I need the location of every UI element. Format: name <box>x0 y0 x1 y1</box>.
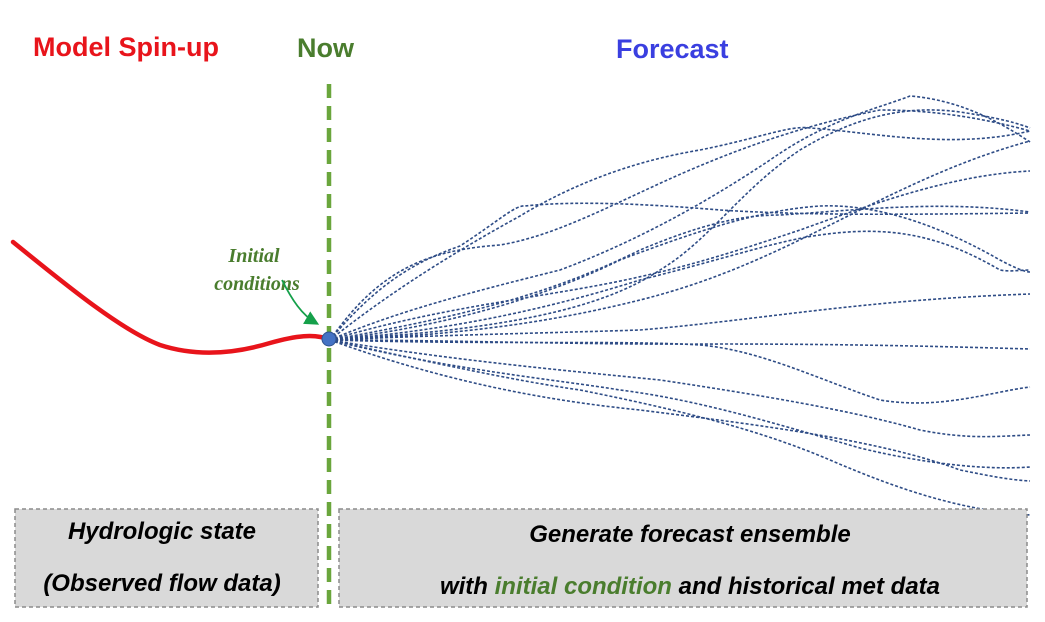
initial-conditions-label-line2: conditions <box>214 273 300 295</box>
ensemble-trace <box>329 230 1031 341</box>
ensemble-trace <box>329 95 1031 341</box>
forecast-ensemble-box <box>338 508 1028 608</box>
observed-flow-label: (Observed flow data) <box>43 570 280 597</box>
initial-condition-highlight: initial condition <box>495 573 672 600</box>
ensemble-trace <box>329 339 1031 350</box>
ensemble-trace <box>329 126 1031 341</box>
ensemble-traces <box>329 95 1031 516</box>
met-data-prefix: with <box>440 573 495 600</box>
ensemble-trace <box>329 170 1031 341</box>
ensemble-trace <box>329 202 1031 341</box>
now-title: Now <box>297 33 355 63</box>
spinup-curve <box>10 239 333 355</box>
ensemble-trace <box>329 140 1031 341</box>
ensemble-trace <box>329 109 1031 341</box>
ensemble-trace <box>329 339 1031 404</box>
met-data-suffix: and historical met data <box>672 573 940 600</box>
initial-conditions-label-line1: Initial <box>227 245 280 267</box>
ensemble-trace <box>329 339 1031 516</box>
ensemble-trace <box>329 339 1031 469</box>
hydrologic-state-box <box>14 508 319 608</box>
ensemble-trace <box>329 293 1031 341</box>
hydrologic-state-label: Hydrologic state <box>68 518 256 545</box>
ensemble-trace <box>329 205 1031 341</box>
initial-condition-point <box>321 331 337 347</box>
initial-conditions-arrow <box>281 279 320 325</box>
spinup-title: Model Spin-up <box>33 32 219 62</box>
ensemble-trace <box>329 205 1031 341</box>
ensemble-trace <box>329 339 1031 482</box>
ensemble-trace <box>329 109 1031 341</box>
met-data-label: with initial condition and historical me… <box>440 573 940 600</box>
forecast-title: Forecast <box>616 34 729 64</box>
generate-forecast-label: Generate forecast ensemble <box>529 521 850 548</box>
ensemble-trace <box>329 339 1031 438</box>
